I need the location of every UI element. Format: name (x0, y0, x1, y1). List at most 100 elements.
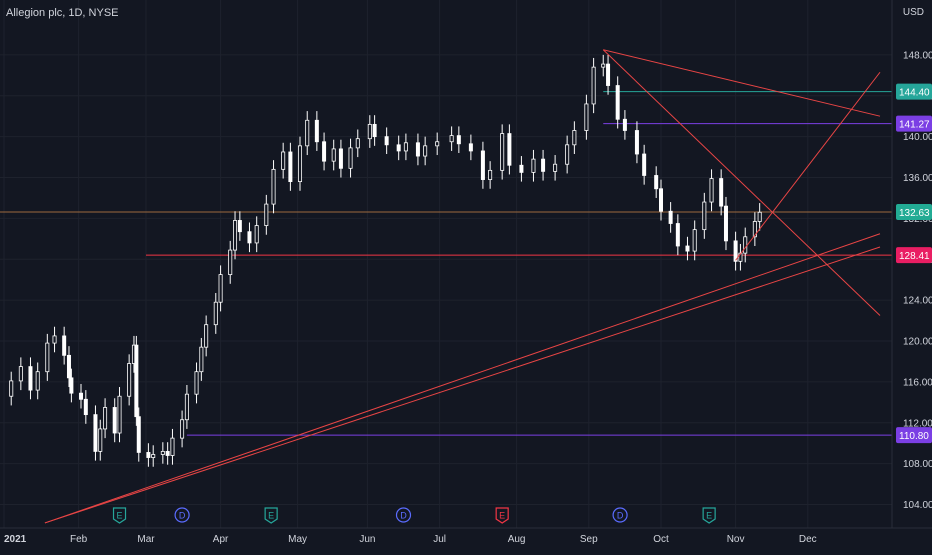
candle-body[interactable] (247, 231, 252, 244)
candle-body[interactable] (204, 324, 209, 348)
candle-body[interactable] (305, 119, 310, 147)
candle-body[interactable] (98, 428, 103, 452)
candle-body[interactable] (69, 377, 74, 394)
candle-body[interactable] (591, 66, 596, 105)
candle-body[interactable] (271, 168, 276, 205)
candle-body[interactable] (622, 118, 627, 131)
candle-body[interactable] (288, 151, 293, 183)
candle-body[interactable] (372, 123, 377, 138)
candle-body[interactable] (151, 454, 156, 458)
candle-body[interactable] (468, 143, 473, 152)
candle-body[interactable] (396, 144, 401, 152)
candle-body[interactable] (685, 245, 690, 252)
candle-body[interactable] (757, 211, 762, 222)
candle-body[interactable] (127, 363, 132, 397)
candle-body[interactable] (584, 103, 589, 131)
candle-body[interactable] (488, 169, 493, 180)
candle-body[interactable] (519, 164, 524, 173)
trendline[interactable] (602, 49, 881, 316)
candle-body[interactable] (66, 354, 71, 379)
candle-body[interactable] (531, 158, 536, 173)
candle-body[interactable] (423, 145, 428, 157)
candle-body[interactable] (615, 85, 620, 120)
price-level-label[interactable]: 141.27 (899, 120, 930, 131)
candle-body[interactable] (254, 225, 259, 244)
earnings-marker[interactable] (702, 507, 716, 524)
price-level-label[interactable]: 110.80 (899, 431, 929, 442)
candle-body[interactable] (93, 414, 98, 452)
candle-body[interactable] (743, 236, 748, 254)
trendline[interactable] (603, 49, 881, 117)
trendline[interactable] (44, 246, 881, 524)
candle-body[interactable] (709, 178, 714, 203)
candle-body[interactable] (9, 380, 14, 397)
candle-body[interactable] (668, 210, 673, 224)
candle-body[interactable] (384, 136, 389, 146)
candle-body[interactable] (314, 119, 319, 143)
candle-body[interactable] (738, 252, 743, 262)
candle-body[interactable] (35, 371, 40, 391)
candle-body[interactable] (170, 437, 175, 456)
candle-body[interactable] (136, 416, 141, 453)
candle-body[interactable] (553, 163, 558, 172)
candle-body[interactable] (134, 344, 139, 418)
trendline[interactable] (44, 233, 881, 524)
candle-body[interactable] (675, 223, 680, 247)
candle-body[interactable] (237, 220, 242, 233)
candle-body[interactable] (45, 342, 50, 373)
candle-body[interactable] (160, 451, 165, 455)
candle-body[interactable] (322, 141, 327, 162)
dividend-marker[interactable] (174, 507, 190, 523)
candle-body[interactable] (28, 366, 33, 391)
candle-body[interactable] (572, 130, 577, 146)
symbol-title[interactable]: Allegion plc, 1D, NYSE (6, 7, 119, 19)
candle-body[interactable] (18, 366, 23, 382)
dividend-marker[interactable] (612, 507, 628, 523)
price-level-label[interactable]: 132.63 (899, 208, 930, 219)
horizontal-lines[interactable] (0, 91, 892, 436)
candle-body[interactable] (507, 133, 512, 166)
candle-body[interactable] (165, 451, 170, 456)
candle-body[interactable] (83, 398, 88, 416)
candle-body[interactable] (692, 229, 697, 252)
candle-body[interactable] (52, 335, 57, 344)
candle-body[interactable] (79, 392, 84, 400)
candle-body[interactable] (264, 203, 269, 226)
candle-body[interactable] (199, 346, 204, 373)
candle-body[interactable] (606, 63, 611, 86)
candle-body[interactable] (659, 188, 664, 212)
candle-body[interactable] (752, 221, 757, 238)
candle-body[interactable] (634, 130, 639, 155)
candle-body[interactable] (338, 148, 343, 169)
candle-body[interactable] (654, 175, 659, 190)
candles[interactable] (9, 54, 762, 467)
candle-body[interactable] (719, 178, 724, 207)
candle-body[interactable] (218, 274, 223, 303)
candle-body[interactable] (565, 144, 570, 165)
candle-body[interactable] (184, 393, 189, 421)
candle-body[interactable] (194, 371, 199, 395)
candle-body[interactable] (541, 158, 546, 172)
candle-body[interactable] (702, 201, 707, 231)
candle-body[interactable] (281, 151, 286, 170)
trendlines[interactable] (44, 49, 881, 524)
candle-body[interactable] (435, 141, 440, 147)
candle-body[interactable] (117, 395, 122, 434)
candle-body[interactable] (642, 153, 647, 176)
time-axis[interactable]: 2021 Feb Mar Apr May Jun Jul Aug Sep Oct Nov Dec (0, 527, 932, 550)
candle-body[interactable] (415, 142, 420, 157)
candle-body[interactable] (723, 205, 728, 242)
candle-body[interactable] (103, 407, 108, 430)
earnings-marker[interactable] (264, 507, 278, 524)
earnings-marker[interactable] (495, 507, 509, 524)
candle-body[interactable] (367, 123, 372, 140)
candle-body[interactable] (480, 150, 485, 180)
price-axis[interactable]: 104.00 108.00 112.00 116.00 120.00 124.00 128.… (891, 0, 932, 550)
candle-body[interactable] (348, 147, 353, 169)
candle-body[interactable] (298, 145, 303, 183)
dividend-marker[interactable] (395, 507, 412, 523)
candle-body[interactable] (355, 138, 360, 149)
candle-body[interactable] (449, 135, 454, 143)
